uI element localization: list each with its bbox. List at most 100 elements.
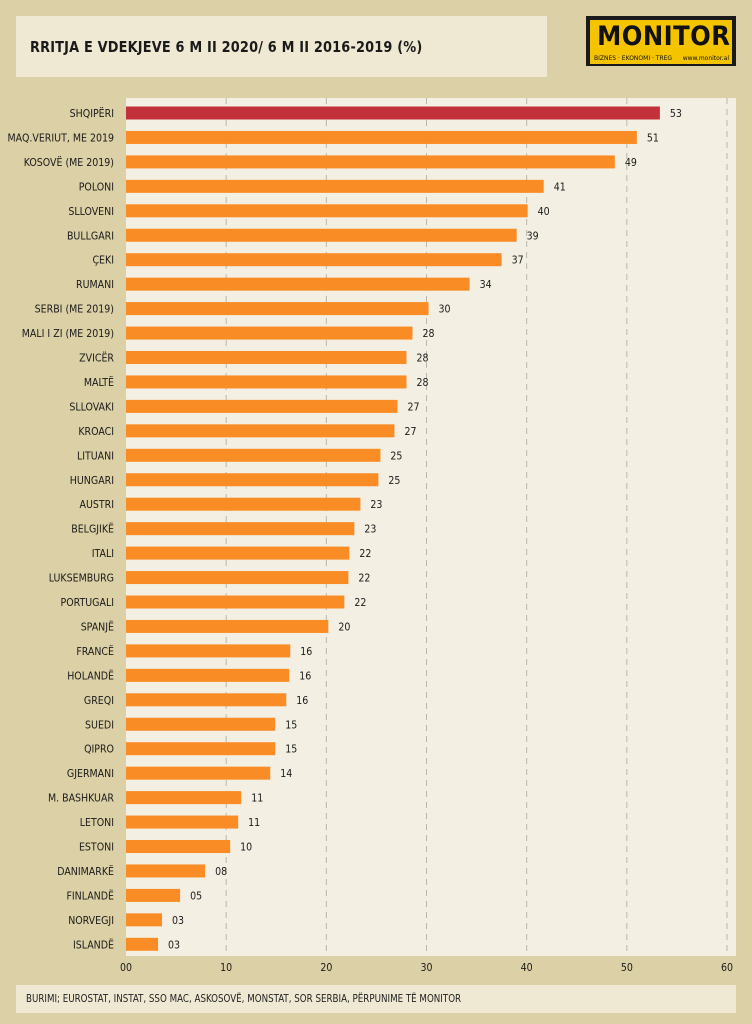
value-label-14: 25 [390, 450, 402, 462]
category-label-24: GREQI [84, 695, 114, 707]
bar-4 [126, 204, 528, 218]
x-tick-label-4: 40 [521, 962, 533, 974]
bar-2 [126, 155, 615, 169]
bar-17 [126, 522, 355, 536]
x-tick-label-6: 60 [721, 962, 733, 974]
bar-13 [126, 424, 395, 438]
title-box: RRITJA E VDEKJEVE 6 M II 2020/ 6 M II 20… [16, 16, 547, 77]
value-label-13: 27 [404, 426, 416, 438]
value-label-12: 27 [407, 401, 419, 413]
bar-9 [126, 326, 413, 340]
bar-12 [126, 399, 398, 413]
bar-20 [126, 595, 345, 609]
bar-30 [126, 840, 231, 853]
bar-15 [126, 473, 379, 487]
category-label-1: MAQ.VERIUT, ME 2019 [8, 132, 114, 144]
x-tick-label-0: 00 [120, 962, 132, 974]
value-label-33: 03 [172, 915, 184, 927]
category-label-8: SERBI (ME 2019) [35, 304, 114, 316]
category-label-13: KROACI [78, 426, 114, 438]
value-label-16: 23 [370, 499, 382, 511]
category-label-26: QIPRO [84, 744, 114, 756]
bar-21 [126, 619, 329, 633]
value-label-8: 30 [439, 304, 451, 316]
category-label-20: PORTUGALI [61, 597, 114, 609]
x-tick-label-2: 20 [320, 962, 332, 974]
value-label-22: 16 [300, 646, 312, 658]
value-label-26: 15 [285, 744, 297, 756]
category-label-16: AUSTRI [80, 499, 115, 511]
value-label-5: 39 [527, 230, 539, 242]
chart-title: RRITJA E VDEKJEVE 6 M II 2020/ 6 M II 20… [30, 38, 423, 56]
bar-32 [126, 888, 181, 902]
category-label-31: DANIMARKË [57, 865, 114, 878]
value-label-1: 51 [647, 132, 659, 144]
bar-6 [126, 253, 502, 267]
value-label-32: 05 [190, 890, 202, 902]
category-label-22: FRANCË [76, 645, 114, 658]
value-label-19: 22 [358, 573, 370, 585]
value-label-7: 34 [480, 279, 492, 291]
category-label-7: RUMANI [76, 279, 114, 291]
bar-3 [126, 179, 544, 193]
value-label-29: 11 [248, 817, 260, 829]
bar-7 [126, 277, 470, 291]
x-tick-label-1: 10 [220, 962, 232, 974]
bar-31 [126, 864, 206, 878]
bar-23 [126, 668, 290, 682]
bar-27 [126, 766, 271, 780]
bar-22 [126, 644, 291, 658]
value-label-2: 49 [625, 157, 637, 169]
value-label-15: 25 [388, 475, 400, 487]
category-label-17: BELGJIKË [71, 523, 114, 536]
value-label-0: 53 [670, 108, 682, 120]
bar-1 [126, 130, 637, 144]
value-label-24: 16 [296, 695, 308, 707]
logo-site: www.monitor.al [682, 55, 729, 62]
category-label-27: GJERMANI [67, 768, 114, 780]
category-label-6: ÇEKI [92, 255, 114, 267]
x-tick-label-5: 50 [621, 962, 633, 974]
bar-10 [126, 351, 407, 364]
logo-tagline: BIZNES · EKONOMI · TREG [594, 55, 673, 62]
bar-16 [126, 497, 361, 511]
logo-top-band: MONITOR [590, 20, 732, 54]
x-tick-labels: 00 10 20 30 40 50 60 [120, 962, 733, 974]
value-label-3: 41 [554, 181, 566, 193]
category-label-5: BULLGARI [67, 230, 114, 242]
bar-19 [126, 571, 349, 585]
value-label-11: 28 [416, 377, 428, 389]
value-label-4: 40 [538, 206, 550, 218]
category-label-2: KOSOVË (ME 2019) [24, 156, 114, 169]
logo-wordmark: MONITOR [597, 21, 731, 52]
category-label-14: LITUANI [77, 450, 114, 462]
category-labels: SHQIPËRI MAQ.VERIUT, ME 2019 KOSOVË (ME 20… [8, 107, 115, 951]
bar-25 [126, 717, 276, 731]
bar-24 [126, 693, 287, 707]
category-label-23: HOLANDË [67, 669, 114, 682]
value-label-28: 11 [251, 793, 263, 805]
category-label-29: LETONI [80, 817, 114, 829]
category-label-33: NORVEGJI [68, 915, 114, 927]
source-box: BURIMI; EUROSTAT, INSTAT, SSO MAC, ASKOS… [16, 985, 736, 1013]
bar-0 [126, 106, 660, 120]
value-label-34: 03 [168, 939, 180, 951]
category-label-15: HUNGARI [70, 475, 114, 487]
category-label-10: ZVICËR [79, 352, 114, 365]
logo-bottom-band: BIZNES · EKONOMI · TREG www.monitor.al [590, 54, 732, 64]
value-label-27: 14 [280, 768, 292, 780]
bar-28 [126, 791, 242, 805]
bar-34 [126, 937, 159, 951]
category-label-9: MALI I ZI (ME 2019) [22, 328, 114, 340]
bar-8 [126, 302, 429, 316]
category-label-32: FINLANDË [66, 889, 114, 902]
value-label-18: 22 [359, 548, 371, 560]
category-label-30: ESTONI [79, 842, 114, 854]
bar-33 [126, 913, 163, 927]
category-label-34: ISLANDË [73, 938, 114, 951]
bar-chart: SHQIPËRI MAQ.VERIUT, ME 2019 KOSOVË (ME 20… [8, 98, 733, 974]
bar-11 [126, 375, 407, 389]
category-label-18: ITALI [92, 548, 114, 560]
value-label-23: 16 [299, 670, 311, 682]
monitor-logo: MONITOR BIZNES · EKONOMI · TREG www.moni… [586, 16, 736, 66]
